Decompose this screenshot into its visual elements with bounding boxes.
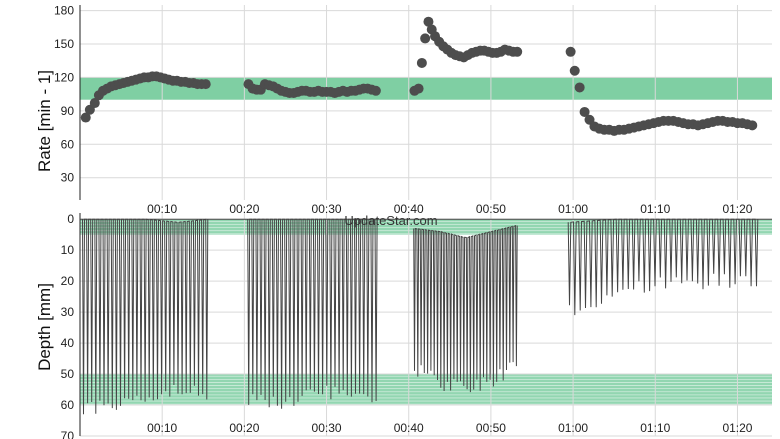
rate-x-tick-label: 01:10 xyxy=(640,202,670,216)
rate-data-point xyxy=(416,57,427,68)
rate-y-axis-label: Rate [min - 1] xyxy=(35,70,54,172)
depth-chart: 0 10 20 30 40 50 60 70 00:10 00:20 00:30 00:40 00:50… xyxy=(61,212,772,439)
rate-data-point xyxy=(413,83,424,94)
depth-x-tick-label: 01:00 xyxy=(558,421,588,435)
rate-data-point xyxy=(89,98,100,109)
depth-x-tick-label: 00:50 xyxy=(476,421,506,435)
rate-x-tick-label: 00:40 xyxy=(394,202,424,216)
rate-data-point xyxy=(80,112,91,123)
depth-y-tick-label: 10 xyxy=(61,243,75,257)
rate-data-point xyxy=(423,16,434,27)
rate-y-tick-label: 120 xyxy=(54,70,74,84)
watermark-text: UpdateStar.com xyxy=(344,213,437,228)
depth-y-tick-label: 50 xyxy=(61,367,75,381)
depth-y-tick-label: 0 xyxy=(67,212,74,226)
depth-x-tick-label: 00:20 xyxy=(229,421,259,435)
rate-data-point xyxy=(574,82,585,93)
rate-x-tick-label: 00:30 xyxy=(312,202,342,216)
depth-y-tick-label: 60 xyxy=(61,398,75,412)
rate-y-tick-label: 30 xyxy=(61,171,75,185)
depth-y-tick-label: 40 xyxy=(61,336,75,350)
rate-chart: 30 60 90 120 150 180 00:10 00:20 00:30 00:40 00:50… xyxy=(54,4,772,216)
rate-x-tick-label: 01:00 xyxy=(558,202,588,216)
rate-y-tick-label: 60 xyxy=(61,137,75,151)
rate-data-point xyxy=(747,120,758,131)
depth-x-tick-label: 00:30 xyxy=(312,421,342,435)
rate-data-point xyxy=(370,85,381,96)
rate-y-tick-label: 90 xyxy=(61,104,75,118)
rate-data-point xyxy=(569,65,580,76)
depth-x-tick-label: 00:40 xyxy=(394,421,424,435)
depth-y-tick-label: 70 xyxy=(61,429,75,439)
depth-x-tick-label: 01:20 xyxy=(722,421,752,435)
rate-x-tick-label: 00:10 xyxy=(147,202,177,216)
depth-target-band xyxy=(80,374,772,406)
rate-x-tick-label: 01:20 xyxy=(722,202,752,216)
rate-y-tick-label: 150 xyxy=(54,37,74,51)
depth-x-tick-label: 01:10 xyxy=(640,421,670,435)
rate-y-tick-label: 180 xyxy=(54,4,74,18)
depth-y-axis-label: Depth [mm] xyxy=(35,283,54,371)
depth-x-tick-label: 00:10 xyxy=(147,421,177,435)
rate-x-tick-label: 00:20 xyxy=(229,202,259,216)
rate-data-point xyxy=(200,79,211,90)
rate-data-point xyxy=(420,33,431,44)
depth-y-tick-label: 20 xyxy=(61,274,75,288)
rate-data-point xyxy=(579,106,590,117)
depth-y-tick-label: 30 xyxy=(61,305,75,319)
rate-data-point xyxy=(512,46,523,57)
rate-x-tick-label: 00:50 xyxy=(476,202,506,216)
rate-data-point xyxy=(565,46,576,57)
